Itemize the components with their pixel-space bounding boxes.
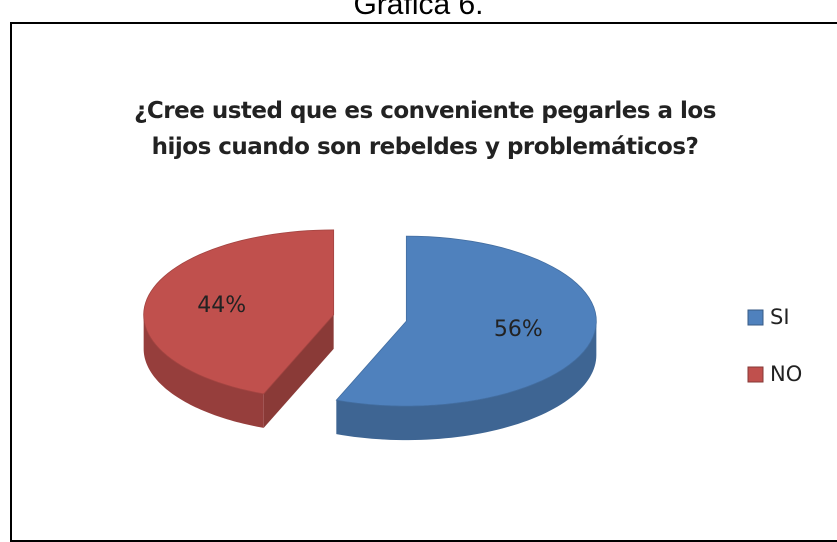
slice-side [143, 314, 264, 428]
pie-slice [335, 235, 597, 407]
chart: 56% 44% SI NO [143, 229, 802, 441]
legend-label: NO [770, 362, 802, 386]
legend-label: SI [770, 305, 790, 329]
data-label: 44% [197, 293, 246, 318]
page: {"chart_data": {"type": "pie", "supertit… [10, 0, 837, 542]
pie-slice [143, 229, 335, 395]
data-label: 56% [494, 317, 543, 342]
legend-swatch [747, 366, 764, 383]
slice-side [263, 314, 334, 428]
slice-side [336, 321, 597, 441]
chart-title: ¿Cree usted que es conveniente pegarles … [134, 98, 716, 160]
supertitle: Gráfica 6. [353, 0, 484, 21]
legend-swatch [747, 309, 764, 326]
